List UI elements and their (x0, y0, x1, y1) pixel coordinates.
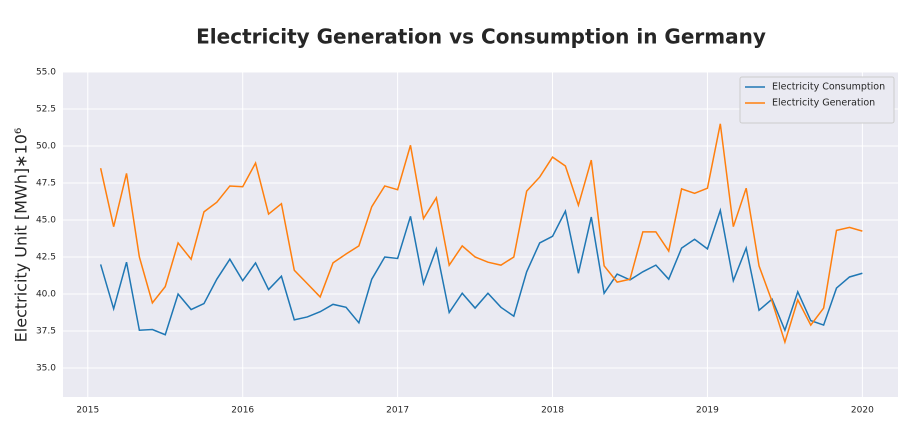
x-tick-label: 2017 (386, 406, 409, 416)
y-tick-label: 47.5 (36, 178, 56, 188)
chart-title: Electricity Generation vs Consumption in… (196, 25, 766, 49)
legend-box (739, 76, 895, 124)
y-tick-label: 35.0 (36, 363, 56, 373)
y-tick-label: 37.5 (36, 326, 56, 336)
y-tick-label: 55.0 (36, 68, 56, 78)
x-tick-label: 2020 (851, 406, 874, 416)
legend: Electricity Consumption Electricity Gener… (739, 76, 895, 124)
legend-label: Electricity Generation (772, 98, 875, 109)
x-tick-label: 2018 (541, 406, 564, 416)
series-line (99, 123, 863, 345)
y-tick-label: 40.0 (36, 289, 56, 299)
plot-area (63, 72, 898, 397)
y-axis-label: Electricity Unit [MWh]∗10⁶ (12, 128, 31, 343)
y-tick-label: 52.5 (36, 104, 56, 114)
y-tick-label: 42.5 (36, 252, 56, 262)
x-tick-label: 2015 (76, 406, 99, 416)
y-tick-label: 50.0 (36, 141, 56, 151)
legend-label: Electricity Consumption (772, 82, 885, 93)
x-tick-label: 2019 (696, 406, 719, 416)
x-tick-label: 2016 (231, 406, 254, 416)
series-line (99, 207, 863, 336)
y-tick-label: 45.0 (36, 215, 56, 225)
